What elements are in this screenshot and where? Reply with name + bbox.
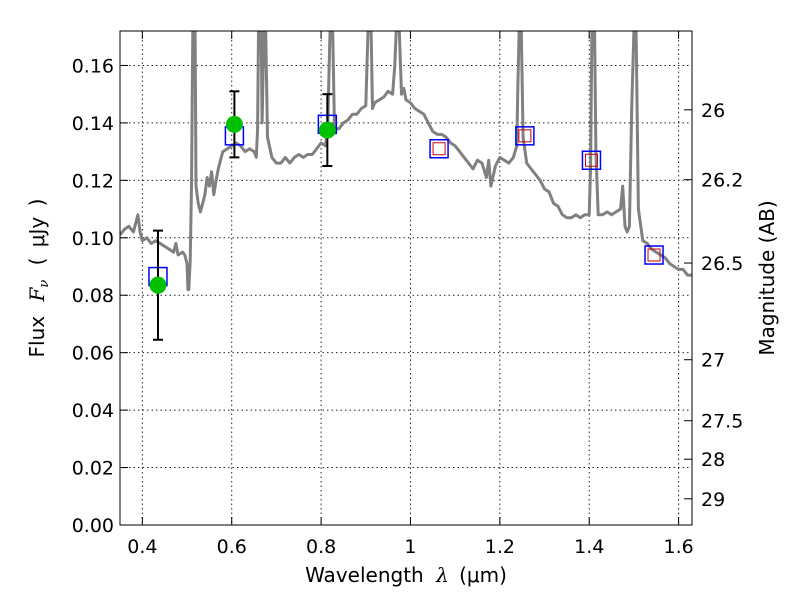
ticks: 0.4 0.6 0.8 1 1.2 1.4 1.6 0.00 0.02 0.04 0.06 0.08 0… <box>72 31 743 558</box>
model-band-inner-square <box>647 248 661 262</box>
x-axis-label-prefix: Wavelength <box>305 563 424 587</box>
y-axis-label: Flux Fν ( μJy ) <box>25 199 53 358</box>
marker-layer <box>148 90 664 341</box>
sed-line <box>120 31 692 291</box>
x-axis-label-symbol: λ <box>435 563 449 587</box>
x-tick-label: 0.6 <box>217 536 247 558</box>
x-axis-label: Wavelength λ (μm) <box>305 563 507 587</box>
y2-tick-label: 26.5 <box>701 253 743 275</box>
y2-tick-label: 26 <box>701 100 725 122</box>
x-tick-label: 1.4 <box>574 536 604 558</box>
y2-tick-label: 29 <box>701 489 725 511</box>
model-band-square <box>581 150 602 170</box>
y-tick-label: 0.02 <box>72 458 114 480</box>
x-tick-label: 0.8 <box>306 536 336 558</box>
x-tick-label: 1.6 <box>663 536 693 558</box>
x-tick-label: 0.4 <box>127 536 157 558</box>
plot-frame <box>119 30 693 526</box>
observed-point <box>225 115 243 133</box>
y-axis-label-unit: μJy <box>25 217 49 248</box>
y-axis-label-close: ) <box>25 199 49 207</box>
observed-point <box>149 276 167 294</box>
y-tick-label: 0.04 <box>72 400 114 422</box>
x-axis-label-unit: (μm) <box>459 563 507 587</box>
model-band-inner-square <box>432 142 446 156</box>
plot-area <box>120 31 692 291</box>
y-axis-label-symbol: F <box>25 287 49 303</box>
y-tick-label: 0.00 <box>72 515 114 537</box>
y-tick-label: 0.06 <box>72 343 114 365</box>
y2-tick-label: 28 <box>701 449 725 471</box>
model-band-inner-square <box>584 153 598 167</box>
y-tick-label: 0.10 <box>72 228 114 250</box>
model-band-square <box>644 245 664 265</box>
y-tick-label: 0.08 <box>72 285 114 307</box>
y-axis-label-prefix: Flux <box>25 316 49 358</box>
y2-tick-label: 27.5 <box>701 411 743 433</box>
series-layer <box>120 31 692 291</box>
model-band-inner-square <box>518 129 532 143</box>
model-band-square <box>429 139 449 159</box>
x-tick-label: 1 <box>404 536 416 558</box>
y-tick-label: 0.12 <box>72 170 114 192</box>
y-tick-label: 0.14 <box>72 113 114 135</box>
y-axis-label-open: ( <box>25 258 49 266</box>
observed-point <box>318 121 336 139</box>
grid-lines <box>120 31 692 526</box>
y-tick-label: 0.16 <box>72 55 114 77</box>
y-axis-label-subscript: ν <box>37 280 52 288</box>
model-band-square <box>515 126 535 146</box>
y2-axis-label: Magnitude (AB) <box>755 200 779 355</box>
y2-tick-label: 26.2 <box>701 170 743 192</box>
y2-tick-label: 27 <box>701 350 725 372</box>
x-tick-label: 1.2 <box>485 536 515 558</box>
